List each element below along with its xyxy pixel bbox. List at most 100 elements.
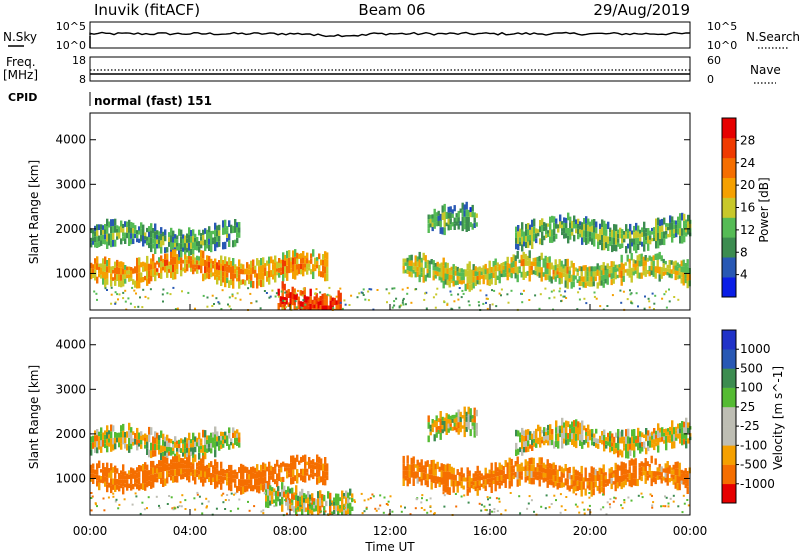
power-scatter-cell — [281, 291, 283, 293]
power-scatter-cell — [142, 289, 144, 291]
power-echo-cell — [274, 276, 276, 283]
power-echo-cell — [539, 261, 541, 267]
velocity-scatter-cell — [489, 504, 491, 506]
power-scatter-cell — [370, 288, 372, 290]
power-echo-cell — [559, 215, 561, 222]
velocity-scatter-cell — [291, 503, 293, 505]
time-tick-label: 16:00 — [473, 524, 508, 538]
power-scatter-cell — [264, 290, 266, 292]
power-scatter-cell — [211, 305, 213, 307]
power-scatter-cell — [207, 297, 209, 299]
power-scatter-cell — [677, 299, 679, 301]
power-echo-cell — [210, 268, 212, 273]
velocity-scatter-cell — [205, 498, 207, 500]
power-echo-cell — [507, 257, 509, 263]
velocity-echo-cell — [116, 468, 118, 473]
power-scatter-cell — [402, 300, 404, 302]
velocity-echo-cell — [431, 482, 433, 489]
power-scatter-cell — [393, 305, 395, 307]
power-colorbar-tick-label: 8 — [740, 245, 748, 259]
velocity-scatter-cell — [374, 508, 376, 510]
velocity-echo-cell — [641, 476, 643, 481]
velocity-scatter-cell — [468, 502, 470, 504]
power-echo-cell — [557, 229, 559, 233]
velocity-echo-cell — [110, 431, 112, 438]
power-scatter-cell — [521, 301, 523, 303]
power-colorbar-segment — [722, 217, 736, 237]
power-scatter-cell — [131, 287, 133, 289]
velocity-echo-cell — [463, 486, 465, 490]
power-scatter-cell — [328, 287, 330, 289]
velocity-echo-cell — [172, 448, 174, 451]
power-echo-cell — [454, 205, 456, 211]
freq-panel: Freq. [MHz] 18 8 60 0 Nave — [3, 54, 781, 86]
velocity-scatter-cell — [199, 496, 201, 498]
velocity-scatter-cell — [273, 505, 275, 507]
velocity-scatter-cell — [116, 499, 118, 501]
power-scatter-cell — [386, 301, 388, 303]
power-echo-cell — [254, 266, 256, 270]
power-echo-cell — [483, 280, 485, 285]
power-echo-cell — [595, 276, 597, 281]
velocity-echo-cell — [200, 439, 202, 443]
velocity-echo-cell — [470, 429, 472, 436]
power-echo-cell — [326, 267, 328, 274]
velocity-echo-cell — [176, 476, 178, 483]
power-scatter-cell — [648, 300, 650, 302]
velocity-echo-cell — [637, 479, 639, 486]
power-scatter-cell — [336, 296, 338, 298]
power-echo-cell — [469, 261, 471, 269]
power-scatter-cell — [630, 302, 632, 304]
velocity-echo-cell — [178, 444, 180, 448]
power-echo-cell — [268, 264, 270, 271]
velocity-ylabel: Slant Range [km] — [27, 365, 41, 469]
velocity-scatter-cell — [201, 512, 203, 514]
velocity-scatter-cell — [489, 497, 491, 499]
velocity-scatter-cell — [103, 509, 105, 511]
power-colorbar-tick-label: 28 — [740, 133, 755, 147]
velocity-echo-cell — [505, 481, 507, 488]
power-echo-cell — [489, 261, 491, 267]
power-echo-cell — [466, 202, 468, 210]
power-echo-cell — [318, 265, 320, 271]
velocity-echo-cell — [351, 493, 353, 497]
velocity-scatter-cell — [362, 512, 364, 514]
date-title: 29/Aug/2019 — [593, 1, 690, 19]
power-echo-band — [90, 219, 240, 259]
velocity-scatter-cell — [430, 510, 432, 512]
velocity-echo-cell — [549, 424, 551, 429]
power-scatter-cell — [564, 290, 566, 292]
velocity-echo-cell — [194, 454, 196, 462]
velocity-scatter-cell — [344, 507, 346, 509]
power-echo-cell — [164, 229, 166, 235]
power-echo-cell — [575, 276, 577, 280]
velocity-scatter-cell — [609, 503, 611, 505]
power-echo-cell — [202, 251, 204, 259]
velocity-scatter-cell — [673, 495, 675, 497]
power-echo-cell — [132, 239, 134, 244]
velocity-scatter-cell — [499, 501, 501, 503]
velocity-echo-cell — [146, 465, 148, 471]
power-echo-cell — [254, 270, 256, 274]
velocity-scatter-cell — [296, 510, 298, 512]
velocity-echo-cell — [326, 468, 328, 472]
power-scatter-cell — [364, 299, 366, 301]
velocity-echo-cell — [651, 456, 653, 464]
velocity-echo-cell — [282, 477, 284, 482]
power-scatter-cell — [630, 293, 632, 295]
time-tick-label: 00:00 — [73, 524, 108, 538]
power-echo-cell — [515, 261, 517, 267]
power-scatter-cell — [357, 296, 359, 298]
power-scatter-cell — [125, 301, 127, 303]
power-echo-cell — [549, 256, 551, 262]
velocity-scatter-cell — [553, 495, 555, 497]
power-scatter-cell — [358, 292, 360, 294]
velocity-scatter-cell — [185, 508, 187, 510]
velocity-scatter-cell — [602, 494, 604, 496]
power-echo-cell — [661, 225, 663, 232]
power-echo-cell — [180, 251, 182, 257]
velocity-echo-cell — [306, 469, 308, 473]
power-scatter-cell — [203, 295, 205, 297]
velocity-scatter-cell — [682, 511, 684, 513]
power-scatter-cell — [327, 294, 329, 296]
